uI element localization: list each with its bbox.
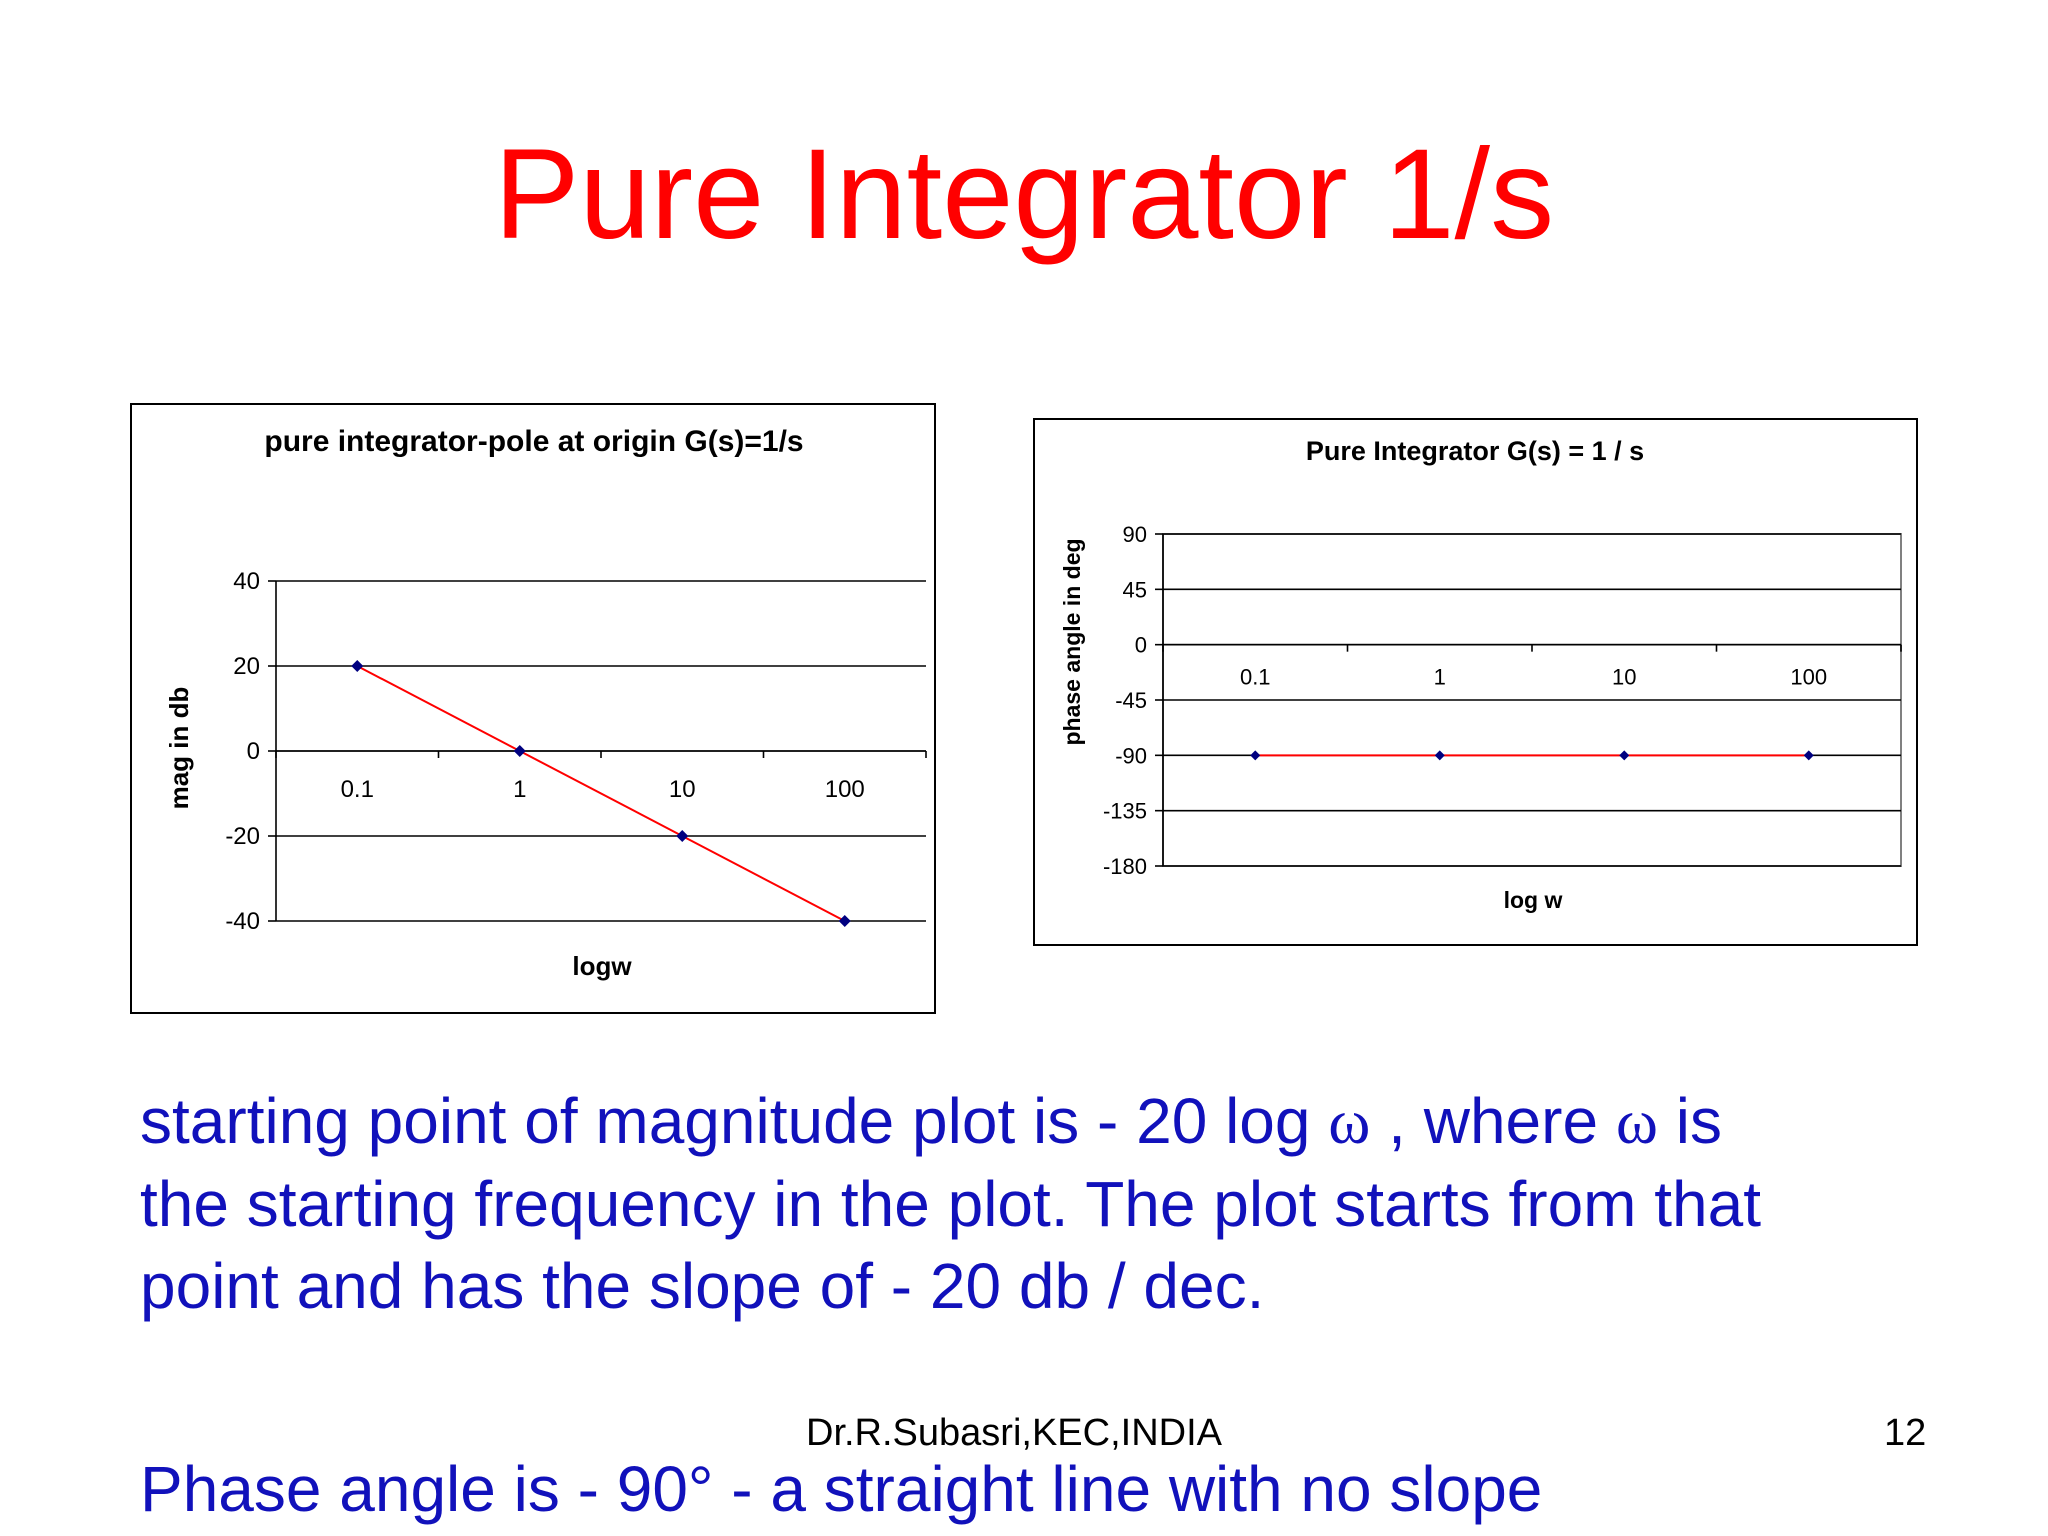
data-point xyxy=(1250,750,1261,761)
data-point xyxy=(676,830,689,842)
phase-chart: Pure Integrator G(s) = 1 / s phase angle… xyxy=(1033,418,1918,946)
data-point xyxy=(838,915,851,927)
series-line xyxy=(356,665,846,922)
magnitude-chart: pure integrator-pole at origin G(s)=1/s … xyxy=(130,403,936,1014)
y-tick-label: 45 xyxy=(1123,577,1147,602)
data-point xyxy=(1434,750,1445,761)
phase-x-axis-label: log w xyxy=(1504,887,1563,913)
x-tick-label: 100 xyxy=(825,776,865,803)
y-tick-label: 90 xyxy=(1123,522,1147,547)
x-tick-label: 1 xyxy=(513,776,526,803)
y-tick-label: -40 xyxy=(225,908,260,935)
explanation-line-3: point and has the slope of - 20 db / dec… xyxy=(140,1250,1265,1322)
phase-chart-svg: Pure Integrator G(s) = 1 / s phase angle… xyxy=(1059,436,1902,913)
data-point xyxy=(513,745,526,757)
phase-angle-statement: Phase angle is - 90° - a straight line w… xyxy=(140,1453,1543,1525)
footer-author: Dr.R.Subasri,KEC,INDIA xyxy=(806,1412,1222,1454)
magnitude-chart-title: pure integrator-pole at origin G(s)=1/s xyxy=(264,425,803,458)
magnitude-plot-area: 40 20 0 -20 -40 0.1 1 10 100 xyxy=(225,568,927,935)
explanation-paragraph: starting point of magnitude plot is - 20… xyxy=(140,1080,1761,1327)
magnitude-chart-svg: pure integrator-pole at origin G(s)=1/s … xyxy=(164,425,927,981)
x-tick-label: 0.1 xyxy=(341,776,374,803)
explanation-line-1: starting point of magnitude plot is - 20… xyxy=(140,1085,1722,1157)
y-tick-label: 20 xyxy=(233,653,260,680)
y-tick-label: 0 xyxy=(247,738,260,765)
y-tick-label: -45 xyxy=(1115,688,1147,713)
slide-title: Pure Integrator 1/s xyxy=(493,123,1555,266)
omega-symbol: ω xyxy=(1328,1086,1371,1157)
data-point xyxy=(1619,750,1630,761)
x-tick-label: 10 xyxy=(1612,665,1636,690)
y-tick-label: 0 xyxy=(1135,633,1147,658)
x-tick-label: 0.1 xyxy=(1240,665,1271,690)
y-tick-label: -180 xyxy=(1103,854,1147,879)
explanation-line-2: the starting frequency in the plot. The … xyxy=(140,1168,1761,1240)
omega-symbol: ω xyxy=(1615,1086,1658,1157)
phase-chart-title: Pure Integrator G(s) = 1 / s xyxy=(1306,436,1644,466)
data-point xyxy=(351,660,364,672)
x-tick-label: 100 xyxy=(1790,665,1827,690)
phase-y-axis-label: phase angle in deg xyxy=(1059,538,1085,745)
page-number: 12 xyxy=(1884,1412,1927,1454)
magnitude-x-axis-label: logw xyxy=(572,951,632,981)
y-tick-label: 40 xyxy=(233,568,260,595)
data-point xyxy=(1803,750,1814,761)
x-tick-label: 10 xyxy=(669,776,696,803)
x-tick-label: 1 xyxy=(1434,665,1446,690)
y-tick-label: -20 xyxy=(225,823,260,850)
y-tick-label: -135 xyxy=(1103,799,1147,824)
phase-plot-area: 90 45 0 -45 -90 -135 -180 0.1 1 10 100 xyxy=(1103,522,1902,879)
y-tick-label: -90 xyxy=(1115,743,1147,768)
magnitude-y-axis-label: mag in db xyxy=(164,687,194,810)
